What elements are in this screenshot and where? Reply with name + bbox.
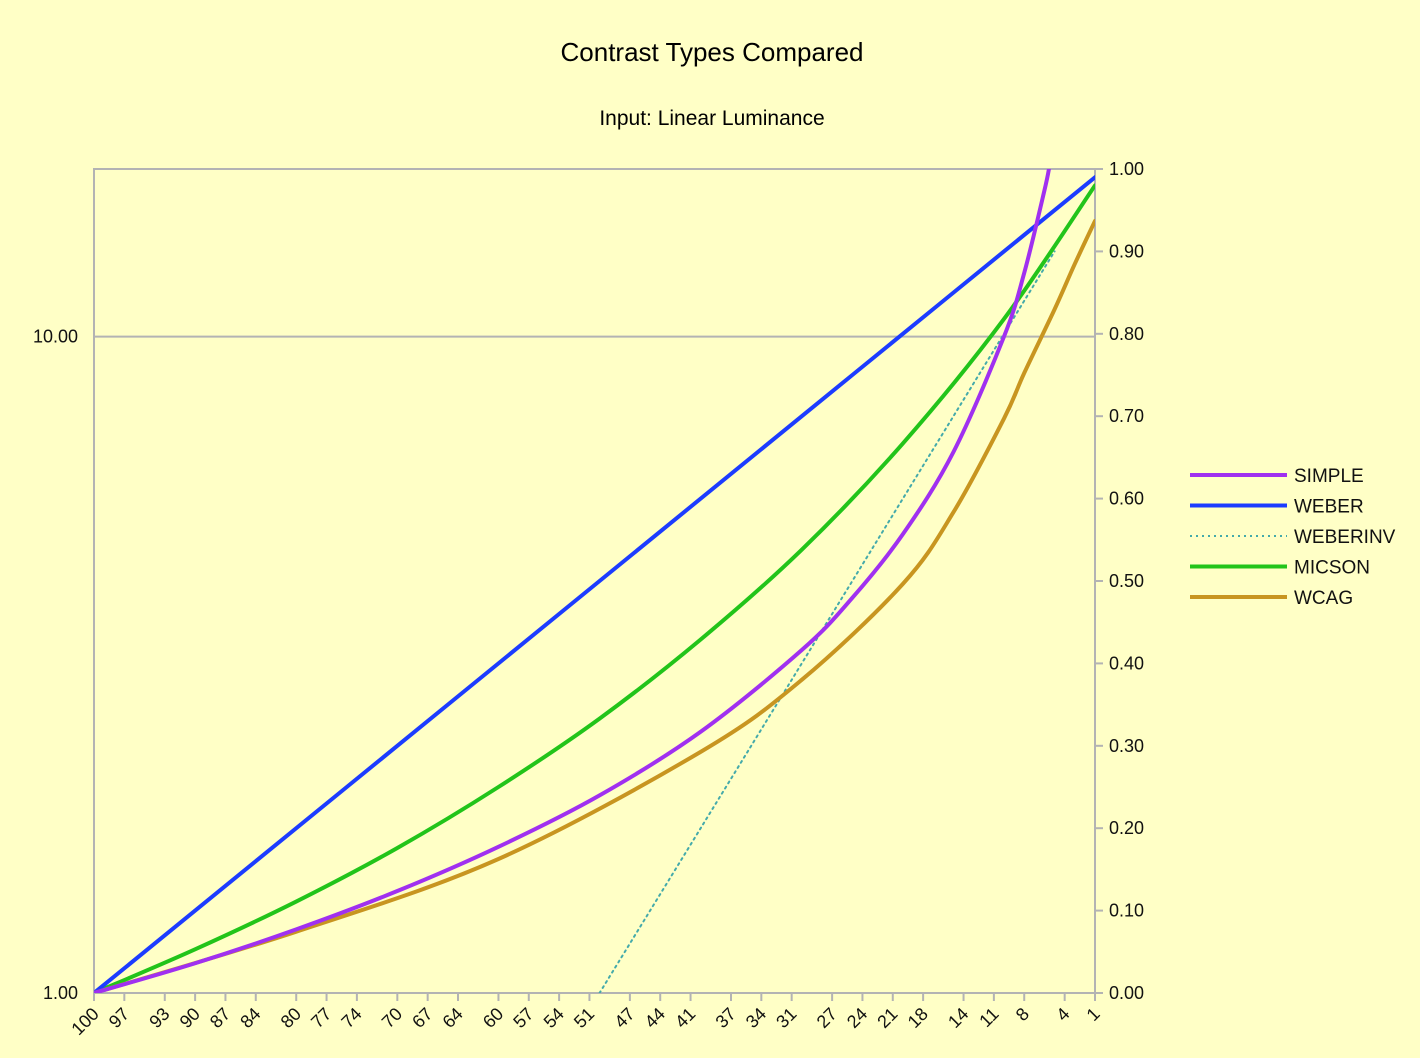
x-tick-label: 97 <box>105 1004 133 1032</box>
legend-label-micson: MICSON <box>1294 558 1370 579</box>
x-tick-label: 100 <box>67 1004 102 1039</box>
y-right-tick-label: 0.40 <box>1109 653 1144 673</box>
y-right-tick-label: 1.00 <box>1109 159 1144 179</box>
x-tick-label: 31 <box>772 1004 800 1032</box>
y-right-tick-label: 0.20 <box>1109 818 1144 838</box>
x-tick-label: 54 <box>540 1004 568 1032</box>
series-line-micson <box>94 183 1095 993</box>
y-left-tick-label: 1.00 <box>43 983 78 1003</box>
series-line-simple <box>94 169 1051 993</box>
y-right-tick-label: 0.10 <box>1109 901 1144 921</box>
x-tick-label: 84 <box>236 1004 264 1032</box>
legend-label-wcag: WCAG <box>1294 588 1353 609</box>
x-tick-label: 93 <box>145 1004 173 1032</box>
x-tick-label: 41 <box>671 1004 699 1032</box>
legend: SIMPLE WEBER WEBERINV MICSON WCAG <box>1190 466 1396 609</box>
chart-subtitle: Input: Linear Luminance <box>599 107 824 130</box>
x-tick-label: 80 <box>277 1004 305 1032</box>
x-tick-label: 77 <box>307 1004 335 1032</box>
x-tick-label: 47 <box>610 1004 638 1032</box>
y-right-tick-label: 0.60 <box>1109 489 1144 509</box>
x-tick-label: 14 <box>944 1004 972 1032</box>
x-tick-label: 1 <box>1083 1004 1104 1025</box>
y-right-tick-label: 0.70 <box>1109 406 1144 426</box>
series-line-weberinv <box>598 250 1056 993</box>
series-layer <box>94 169 1095 993</box>
x-tick-label: 21 <box>873 1004 901 1032</box>
chart-title: Contrast Types Compared <box>561 37 864 67</box>
x-tick-label: 74 <box>337 1004 365 1032</box>
x-tick-label: 44 <box>641 1004 669 1032</box>
x-tick-label: 11 <box>975 1004 1002 1031</box>
y-right-tick-label: 0.50 <box>1109 571 1144 591</box>
x-tick-label: 34 <box>742 1004 770 1032</box>
x-tick-label: 64 <box>439 1004 467 1032</box>
x-tick-label: 4 <box>1052 1004 1073 1025</box>
x-tick-label: 57 <box>509 1004 537 1032</box>
x-tick-label: 67 <box>408 1004 436 1032</box>
legend-label-weber: WEBER <box>1294 497 1364 518</box>
x-tick-label: 18 <box>904 1004 932 1032</box>
y-right-tick-label: 0.30 <box>1109 736 1144 756</box>
x-tick-label: 87 <box>206 1004 234 1032</box>
y-right-tick-label: 0.00 <box>1109 983 1144 1003</box>
legend-label-weberinv: WEBERINV <box>1294 527 1396 548</box>
x-tick-label: 60 <box>479 1004 507 1032</box>
y-right-tick-label: 0.90 <box>1109 241 1144 261</box>
x-tick-label: 27 <box>813 1004 841 1032</box>
series-line-wcag <box>94 218 1095 993</box>
x-tick-label: 70 <box>378 1004 406 1032</box>
y-right-tick-label: 0.80 <box>1109 324 1144 344</box>
legend-label-simple: SIMPLE <box>1294 466 1364 487</box>
series-line-weber <box>94 175 1095 993</box>
x-tick-label: 24 <box>843 1004 871 1032</box>
x-tick-label: 8 <box>1012 1004 1033 1025</box>
x-tick-label: 51 <box>570 1004 598 1032</box>
x-tick-label: 90 <box>176 1004 204 1032</box>
y-left-tick-label: 10.00 <box>33 327 78 347</box>
x-tick-label: 37 <box>712 1004 740 1032</box>
